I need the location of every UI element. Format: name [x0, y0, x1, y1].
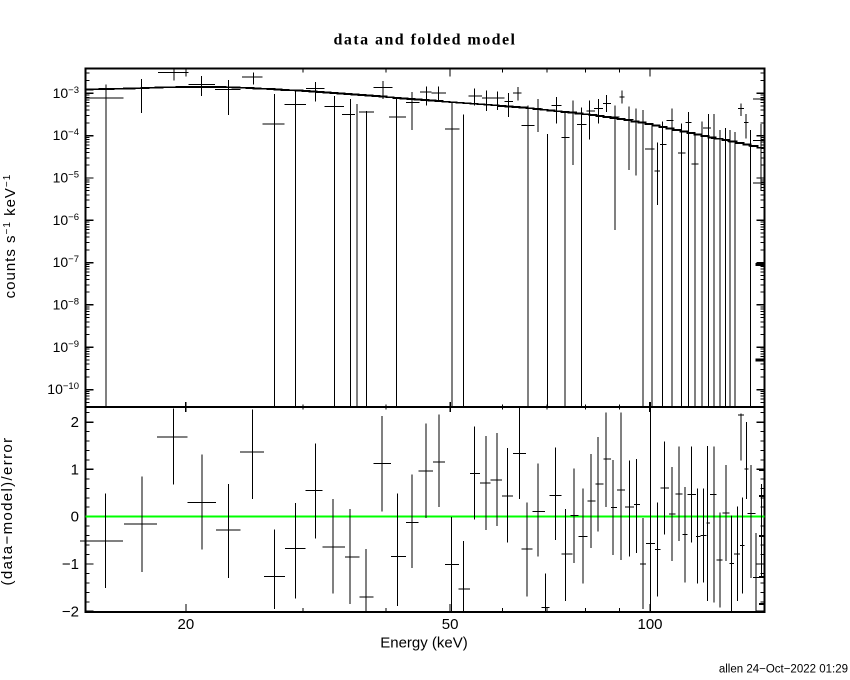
- svg-text:100: 100: [637, 616, 662, 633]
- svg-text:counts s−1 keV−1: counts s−1 keV−1: [2, 174, 19, 299]
- svg-text:−2: −2: [62, 603, 79, 620]
- svg-text:1: 1: [71, 461, 79, 478]
- svg-text:2: 2: [71, 414, 79, 431]
- svg-text:(data−model)/error: (data−model)/error: [0, 437, 16, 586]
- svg-text:data and folded model: data and folded model: [334, 32, 517, 49]
- svg-text:Energy (keV): Energy (keV): [380, 635, 468, 652]
- svg-text:50: 50: [442, 616, 459, 633]
- svg-text:allen 24−Oct−2022 01:29: allen 24−Oct−2022 01:29: [719, 664, 848, 676]
- svg-text:20: 20: [178, 616, 195, 633]
- svg-text:−1: −1: [62, 556, 79, 573]
- svg-text:0: 0: [71, 509, 79, 526]
